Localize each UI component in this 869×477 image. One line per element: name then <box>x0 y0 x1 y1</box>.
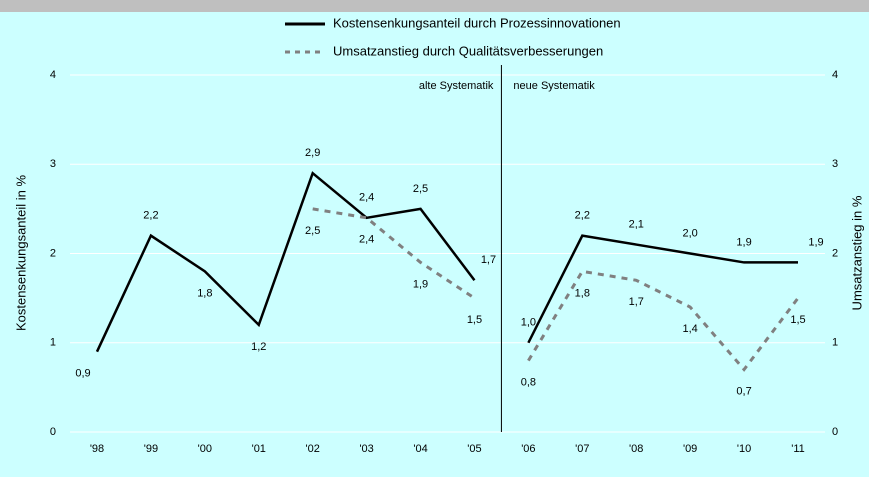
x-tick-label: '09 <box>683 443 697 455</box>
x-tick-label: '01 <box>252 443 266 455</box>
data-label: 0,8 <box>521 377 536 389</box>
x-tick-label: '98 <box>90 443 104 455</box>
x-tick-label: '07 <box>575 443 589 455</box>
data-label: 1,9 <box>413 278 428 290</box>
annotation: alte Systematik <box>419 80 494 92</box>
data-label: 1,9 <box>736 236 751 248</box>
y-tick-label: 3 <box>50 158 56 170</box>
x-tick-label: '06 <box>521 443 535 455</box>
y2-tick-label: 0 <box>832 426 838 438</box>
data-label: 1,5 <box>790 314 805 326</box>
series-line <box>312 207 800 372</box>
x-tick-label: '04 <box>413 443 427 455</box>
x-tick-label: '03 <box>359 443 373 455</box>
data-label: 2,2 <box>143 210 158 222</box>
x-tick-label: '99 <box>144 443 158 455</box>
legend-label: Umsatzanstieg durch Qualitätsverbesserun… <box>333 43 603 58</box>
x-tick-label: '02 <box>306 443 320 455</box>
y-tick-label: 1 <box>50 337 56 349</box>
y-tick-label: 4 <box>50 69 56 81</box>
data-label: 1,7 <box>481 254 496 266</box>
data-label: 2,1 <box>629 218 644 230</box>
data-label: 2,5 <box>413 183 428 195</box>
data-label: 1,8 <box>197 287 212 299</box>
data-label: 1,5 <box>467 314 482 326</box>
annotation: neue Systematik <box>513 80 595 92</box>
y2-tick-label: 3 <box>832 158 838 170</box>
series-line <box>95 171 798 353</box>
x-tick-label: '10 <box>737 443 751 455</box>
y-tick-label: 0 <box>50 426 56 438</box>
data-label: 2,0 <box>683 227 698 239</box>
data-label: 1,0 <box>521 317 536 329</box>
x-tick-label: '08 <box>629 443 643 455</box>
x-tick-label: '00 <box>198 443 212 455</box>
y2-axis-label: Umsatzanstieg in % <box>849 195 864 310</box>
y2-tick-label: 2 <box>832 247 838 259</box>
x-tick-label: '11 <box>791 443 805 455</box>
data-label: 2,9 <box>305 147 320 159</box>
data-label: 1,7 <box>629 296 644 308</box>
data-label: 0,9 <box>75 368 90 380</box>
legend-label: Kostensenkungsanteil durch Prozessinnova… <box>333 15 621 30</box>
data-label: 2,4 <box>359 234 374 246</box>
data-label: 1,8 <box>575 287 590 299</box>
data-label: 1,4 <box>683 323 698 335</box>
y-tick-label: 2 <box>50 247 56 259</box>
data-label: 2,2 <box>575 210 590 222</box>
data-label: 2,5 <box>305 225 320 237</box>
data-label: 0,7 <box>736 385 751 397</box>
top-bar <box>0 0 869 12</box>
data-label: 2,4 <box>359 192 374 204</box>
data-label: 1,2 <box>251 341 266 353</box>
y-axis-label: Kostensenkungsanteil in % <box>13 175 28 332</box>
y2-tick-label: 4 <box>832 69 838 81</box>
y2-tick-label: 1 <box>832 337 838 349</box>
data-label: 1,9 <box>808 236 823 248</box>
x-tick-label: '05 <box>467 443 481 455</box>
